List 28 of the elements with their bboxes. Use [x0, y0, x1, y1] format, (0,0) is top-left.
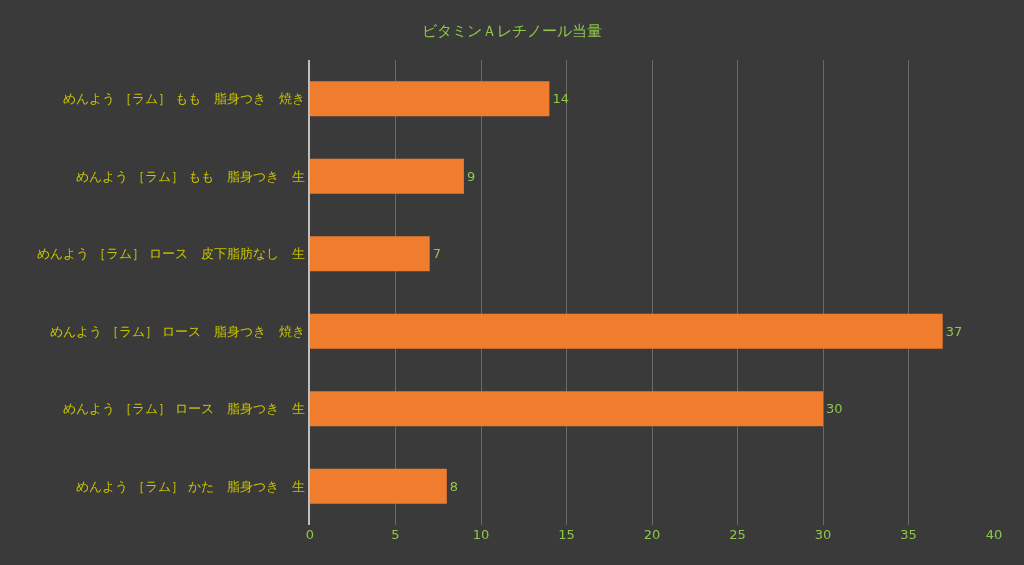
data-label: 37 — [945, 323, 963, 339]
chart-title: ビタミンＡレチノール当量 — [422, 21, 602, 40]
x-tick-label: 5 — [391, 527, 400, 542]
bar — [310, 81, 550, 117]
x-tick-label: 25 — [729, 527, 746, 542]
bar — [310, 158, 464, 194]
y-tick-label: めんよう ［ラム］ ロース 皮下脂肪なし 生 — [37, 246, 306, 262]
y-tick-label: めんよう ［ラム］ もも 脂身つき 焼き — [63, 91, 306, 107]
x-tick-label: 15 — [558, 527, 575, 542]
x-tick-label: 10 — [472, 527, 490, 542]
data-label: 9 — [466, 168, 476, 184]
data-label: 14 — [552, 91, 569, 107]
data-label: 7 — [432, 246, 441, 262]
bar — [310, 236, 430, 272]
x-tick-label: 0 — [305, 527, 315, 542]
y-tick-label: めんよう ［ラム］ ロース 脂身つき 生 — [63, 401, 306, 417]
y-tick-label: めんよう ［ラム］ もも 脂身つき 生 — [76, 168, 306, 184]
x-tick-label: 30 — [814, 527, 832, 542]
x-tick-label: 20 — [643, 527, 661, 542]
bar — [310, 391, 823, 427]
y-tick-label: めんよう ［ラム］ ロース 脂身つき 焼き — [50, 323, 306, 339]
data-label: 30 — [826, 401, 843, 417]
y-tick-label: めんよう ［ラム］ かた 脂身つき 生 — [76, 478, 306, 494]
bar — [310, 468, 447, 504]
x-tick-label: 35 — [900, 527, 917, 542]
data-label: 8 — [449, 478, 459, 494]
x-tick-label: 40 — [985, 527, 1003, 542]
bar — [310, 313, 943, 349]
